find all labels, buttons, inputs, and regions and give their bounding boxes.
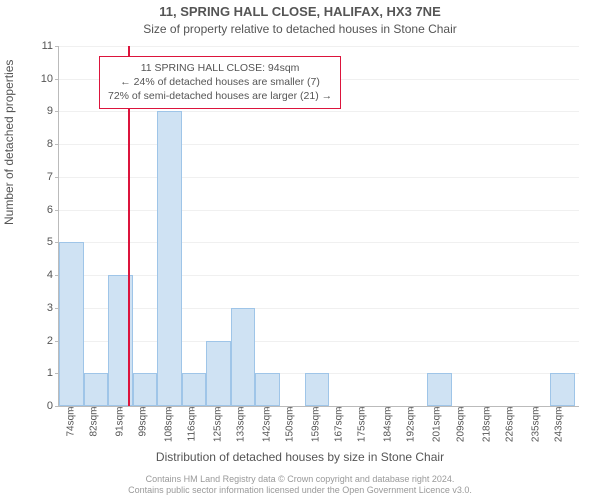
y-tick-label: 9 <box>29 105 53 117</box>
x-tick-label: 192sqm <box>406 407 417 443</box>
x-tick-label: 108sqm <box>163 407 174 443</box>
page-title-line1: 11, SPRING HALL CLOSE, HALIFAX, HX3 7NE <box>0 4 600 19</box>
gridline <box>59 308 579 309</box>
y-tick-mark <box>55 406 59 407</box>
x-tick-label: 99sqm <box>137 407 148 437</box>
y-tick-label: 7 <box>29 171 53 183</box>
x-tick-label: 184sqm <box>383 407 394 443</box>
y-tick-label: 0 <box>29 400 53 412</box>
y-tick-label: 3 <box>29 302 53 314</box>
x-tick-label: 175sqm <box>357 407 368 443</box>
y-tick-label: 6 <box>29 204 53 216</box>
x-tick-label: 226sqm <box>504 407 515 443</box>
annotation-box: 11 SPRING HALL CLOSE: 94sqm ← 24% of det… <box>99 56 341 109</box>
y-axis-label: Number of detached properties <box>2 60 16 225</box>
x-tick-label: 159sqm <box>311 407 322 443</box>
footer-attribution: Contains HM Land Registry data © Crown c… <box>0 474 600 497</box>
gridline <box>59 275 579 276</box>
x-tick-label: 218sqm <box>481 407 492 443</box>
gridline <box>59 242 579 243</box>
gridline <box>59 210 579 211</box>
x-tick-label: 116sqm <box>186 407 197 442</box>
histogram-bar <box>59 242 84 406</box>
x-tick-label: 133sqm <box>236 407 247 443</box>
annotation-line3: 72% of semi-detached houses are larger (… <box>108 89 332 103</box>
y-tick-label: 1 <box>29 367 53 379</box>
x-tick-label: 235sqm <box>530 407 541 443</box>
gridline <box>59 46 579 47</box>
annotation-line2: ← 24% of detached houses are smaller (7) <box>108 75 332 89</box>
histogram-bar <box>157 111 182 406</box>
histogram-bar <box>231 308 256 406</box>
x-tick-label: 125sqm <box>212 407 223 443</box>
y-tick-mark <box>55 46 59 47</box>
annotation-line1: 11 SPRING HALL CLOSE: 94sqm <box>108 61 332 75</box>
histogram-bar <box>550 373 575 406</box>
y-tick-mark <box>55 144 59 145</box>
y-tick-mark <box>55 177 59 178</box>
gridline <box>59 177 579 178</box>
histogram-bar <box>206 341 231 406</box>
histogram-bar <box>255 373 280 406</box>
histogram-bar <box>133 373 158 406</box>
gridline <box>59 111 579 112</box>
y-tick-mark <box>55 111 59 112</box>
x-tick-label: 243sqm <box>553 407 564 443</box>
x-tick-label: 74sqm <box>65 407 76 437</box>
y-tick-label: 10 <box>29 73 53 85</box>
gridline <box>59 144 579 145</box>
x-tick-label: 209sqm <box>455 407 466 443</box>
y-tick-label: 4 <box>29 269 53 281</box>
y-tick-label: 5 <box>29 236 53 248</box>
y-tick-label: 11 <box>29 40 53 52</box>
x-tick-label: 91sqm <box>114 407 125 437</box>
footer-line1: Contains HM Land Registry data © Crown c… <box>0 474 600 485</box>
y-tick-label: 2 <box>29 335 53 347</box>
histogram-bar <box>84 373 109 406</box>
x-tick-label: 167sqm <box>334 407 345 443</box>
y-tick-mark <box>55 79 59 80</box>
x-tick-label: 82sqm <box>88 407 99 437</box>
histogram-bar <box>182 373 207 406</box>
x-axis-label: Distribution of detached houses by size … <box>0 450 600 464</box>
x-tick-label: 150sqm <box>285 407 296 443</box>
histogram-plot: 0123456789101174sqm82sqm91sqm99sqm108sqm… <box>58 46 579 407</box>
x-tick-label: 142sqm <box>262 407 273 443</box>
y-tick-label: 8 <box>29 138 53 150</box>
gridline <box>59 341 579 342</box>
footer-line2: Contains public sector information licen… <box>0 485 600 496</box>
page-title-line2: Size of property relative to detached ho… <box>0 22 600 36</box>
histogram-bar <box>427 373 452 406</box>
histogram-bar <box>305 373 330 406</box>
x-tick-label: 201sqm <box>432 407 443 443</box>
y-tick-mark <box>55 210 59 211</box>
